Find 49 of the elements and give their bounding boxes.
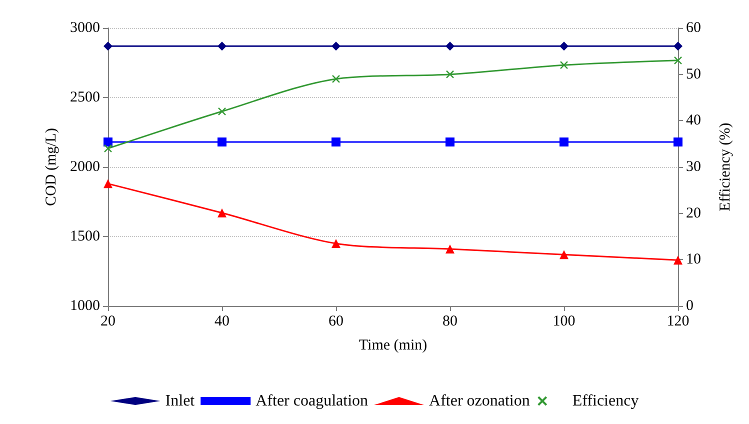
y2-axis-title: Efficiency (%) [718,122,734,212]
point [560,250,568,260]
x-tick-label: 120 [666,314,690,330]
point [332,238,340,248]
y2-tick-label: 20 [686,205,701,222]
y2-tick-label: 30 [686,159,701,175]
point [218,137,226,146]
x-tick-label: 20 [100,314,116,330]
point [446,42,454,51]
point [674,42,682,51]
y2-tick-label: 60 [686,20,701,36]
y2-tick-label: 40 [686,112,701,129]
y2-tick-label: 10 [686,252,701,268]
legend-label: After ozonation [429,392,530,410]
y-axis-title: COD (mg/L) [44,128,60,206]
point [674,256,682,265]
point [332,74,340,84]
point [104,179,112,188]
y-tick-label: 3000 [70,20,100,36]
point [560,60,568,70]
y-tick-label: 2000 [70,159,100,175]
legend-label: Inlet [165,392,196,410]
legend-label: After coagulation [256,392,368,410]
y-tick-label: 1000 [70,298,100,314]
point [218,208,226,218]
point [446,137,454,146]
x-axis-title: Time (min) [358,338,428,354]
x-tick-label: 100 [552,314,576,330]
y2-tick-label: 0 [686,298,694,314]
point [674,56,682,65]
y-tick-label: 1500 [70,228,100,244]
point [104,42,112,51]
point [218,107,226,116]
point [560,42,568,51]
y-tick-label: 2500 [70,90,100,106]
point [104,144,112,153]
x-tick-label: 40 [214,314,230,330]
x-tick-label: 80 [442,314,458,330]
point [332,137,340,146]
y2-tick-label: 50 [686,66,701,82]
point [560,137,568,146]
x-tick-label: 60 [328,314,344,330]
point [104,137,112,146]
point [446,244,454,254]
point [674,137,682,146]
point [218,42,226,51]
point [446,70,454,78]
point [332,42,340,51]
legend-label: Efficiency [572,392,639,410]
